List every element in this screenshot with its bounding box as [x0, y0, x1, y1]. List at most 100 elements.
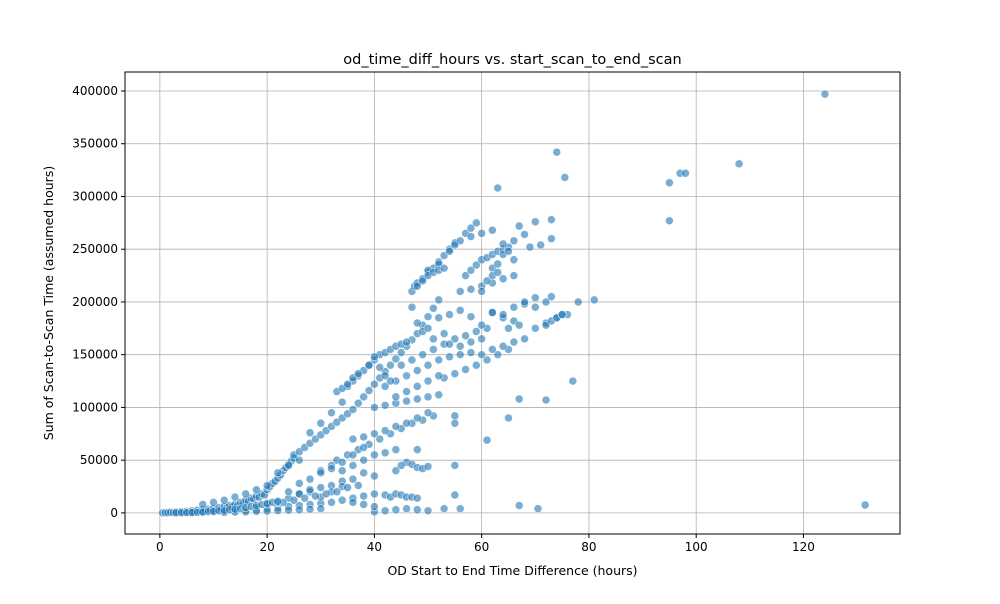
- scatter-point: [498, 274, 508, 284]
- scatter-point: [412, 413, 422, 423]
- y-tick-label: 150000: [72, 348, 118, 362]
- scatter-point: [514, 501, 524, 510]
- scatter-point: [305, 474, 315, 484]
- scatter-point: [820, 89, 830, 99]
- scatter-point: [359, 491, 368, 501]
- scatter-point: [370, 450, 379, 460]
- scatter-point: [429, 345, 438, 354]
- scatter-point: [391, 392, 401, 402]
- y-tick-label: 400000: [72, 84, 118, 98]
- scatter-point: [423, 324, 433, 333]
- scatter-point: [461, 331, 470, 341]
- scatter-point: [525, 242, 535, 252]
- scatter-point: [498, 239, 508, 249]
- scatter-point: [412, 505, 422, 515]
- scatter-point: [665, 178, 674, 188]
- scatter-point: [391, 422, 401, 431]
- scatter-point: [273, 506, 283, 515]
- scatter-point: [568, 376, 578, 386]
- scatter-point: [860, 500, 870, 510]
- scatter-point: [380, 448, 390, 458]
- scatter-point: [450, 411, 460, 421]
- scatter-point: [353, 369, 363, 378]
- scatter-point: [509, 236, 519, 246]
- scatter-point: [461, 271, 470, 280]
- scatter-point: [450, 369, 460, 378]
- scatter-point: [407, 355, 417, 365]
- scatter-point: [273, 468, 283, 478]
- scatter-point: [343, 483, 352, 492]
- scatter-point: [557, 310, 567, 319]
- scatter-point: [311, 491, 320, 501]
- y-tick-label: 300000: [72, 189, 118, 203]
- scatter-point: [482, 435, 492, 445]
- scatter-point: [455, 287, 465, 296]
- scatter-point: [337, 466, 347, 476]
- scatter-point: [445, 247, 454, 256]
- scatter-point: [547, 215, 556, 224]
- scatter-point: [289, 495, 299, 505]
- scatter-point: [305, 504, 315, 514]
- scatter-point: [450, 461, 460, 470]
- scatter-point: [348, 405, 358, 414]
- scatter-point: [262, 481, 272, 490]
- scatter-point: [477, 350, 486, 359]
- x-tick-label: 100: [685, 540, 708, 554]
- scatter-point: [198, 500, 208, 509]
- scatter-point: [412, 318, 422, 328]
- scatter-point: [295, 479, 304, 488]
- scatter-point: [434, 371, 444, 381]
- scatter-point: [380, 401, 390, 410]
- scatter-point: [284, 461, 293, 470]
- scatter-point: [488, 308, 497, 317]
- scatter-point: [530, 217, 540, 227]
- scatter-point: [423, 392, 433, 402]
- scatter-point: [450, 334, 460, 344]
- data-points: [158, 89, 870, 518]
- scatter-point: [364, 360, 374, 370]
- scatter-point: [423, 462, 433, 471]
- scatter-point: [434, 390, 444, 400]
- x-tick-label: 20: [259, 540, 274, 554]
- scatter-point: [316, 468, 326, 478]
- y-tick-label: 250000: [72, 242, 118, 256]
- x-tick-label: 120: [792, 540, 815, 554]
- scatter-point: [493, 268, 503, 277]
- scatter-point: [402, 396, 411, 406]
- scatter-point: [488, 225, 497, 235]
- scatter-point: [573, 297, 583, 307]
- scatter-point: [375, 363, 385, 372]
- y-axis-ticks: 0 50000 100000 150000 200000 250000 300000 3500…: [72, 84, 125, 520]
- scatter-point: [681, 168, 690, 178]
- scatter-point: [589, 295, 599, 305]
- scatter-point: [455, 341, 465, 351]
- scatter-point: [560, 173, 570, 182]
- scatter-point: [230, 492, 240, 502]
- scatter-point: [509, 271, 519, 280]
- scatter-point: [391, 445, 401, 454]
- scatter-point: [450, 490, 460, 500]
- scatter-point: [471, 327, 481, 336]
- scatter-point: [219, 495, 229, 505]
- scatter-point: [482, 276, 492, 286]
- scatter-point: [353, 398, 363, 408]
- scatter-point: [305, 485, 315, 495]
- scatter-point: [412, 493, 422, 503]
- scatter-point: [295, 455, 304, 465]
- scatter-point: [370, 471, 379, 481]
- scatter-point: [300, 493, 309, 503]
- scatter-point: [434, 355, 444, 365]
- grid: [125, 72, 900, 534]
- scatter-point: [439, 329, 449, 338]
- scatter-point: [380, 426, 390, 435]
- scatter-point: [455, 350, 465, 359]
- scatter-point: [471, 360, 481, 370]
- scatter-point: [391, 466, 401, 476]
- scatter-point: [547, 292, 556, 301]
- scatter-point: [370, 403, 379, 412]
- scatter-point: [209, 498, 218, 507]
- scatter-point: [471, 260, 481, 270]
- scatter-point: [466, 284, 476, 294]
- scatter-point: [493, 183, 503, 193]
